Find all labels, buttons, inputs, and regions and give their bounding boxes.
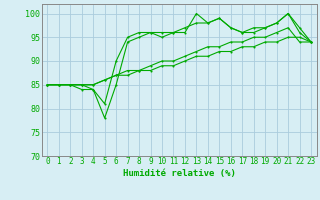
X-axis label: Humidité relative (%): Humidité relative (%) [123,169,236,178]
